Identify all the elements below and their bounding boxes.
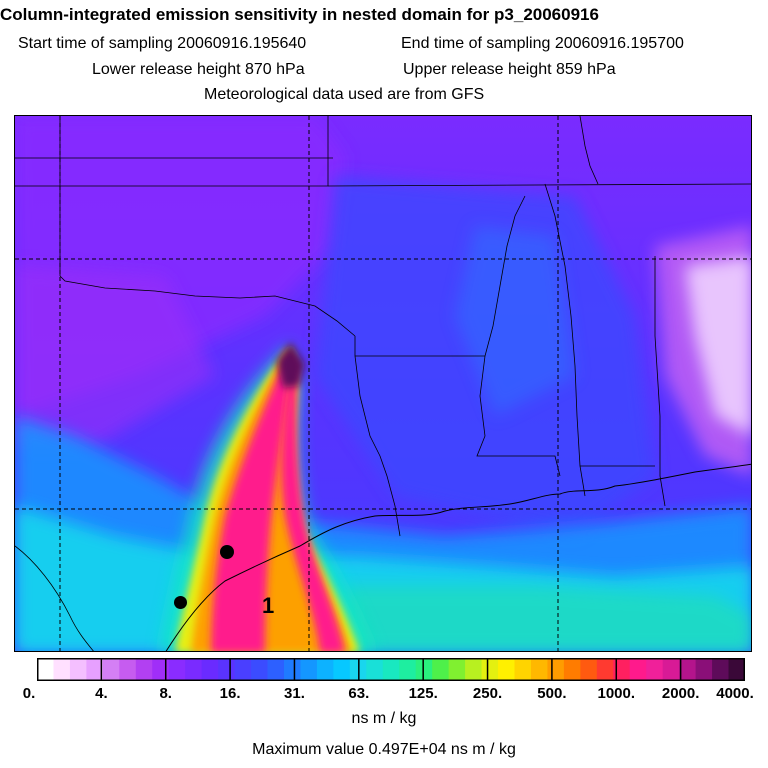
colorbar-segment bbox=[102, 658, 120, 681]
gulf-green-tint bbox=[345, 586, 751, 651]
end-time-label: End time of sampling 20060916.195700 bbox=[401, 35, 684, 52]
colorbar-segment bbox=[563, 658, 581, 681]
colorbar bbox=[37, 658, 745, 681]
colorbar-segment bbox=[432, 658, 450, 681]
colorbar-tick-label: 250. bbox=[472, 685, 503, 702]
colorbar-segment bbox=[234, 658, 252, 681]
colorbar-segment bbox=[514, 658, 532, 681]
plume-peak bbox=[277, 342, 305, 388]
colorbar-tick-label: 31. bbox=[284, 685, 305, 702]
colorbar-segment bbox=[316, 658, 334, 681]
colorbar-segment bbox=[728, 658, 745, 681]
colorbar-segment bbox=[382, 658, 400, 681]
colorbar-border bbox=[37, 658, 745, 681]
colorbar-segment bbox=[333, 658, 351, 681]
colorbar-tick-label: 4000. bbox=[716, 685, 754, 702]
site-marker-2 bbox=[174, 596, 187, 609]
sensitivity-map: 1 bbox=[14, 115, 752, 652]
colorbar-tick-label: 500. bbox=[537, 685, 567, 702]
colorbar-tick-label: 2000. bbox=[661, 685, 700, 702]
colorbar-segment bbox=[547, 658, 565, 681]
colorbar-segment bbox=[267, 658, 285, 681]
start-time-label: Start time of sampling 20060916.195640 bbox=[18, 35, 307, 52]
mexico-coastline bbox=[15, 545, 94, 651]
colorbar-segment bbox=[135, 658, 153, 681]
west-violet-region bbox=[15, 266, 215, 446]
map-svg bbox=[15, 116, 751, 651]
colorbar-segment bbox=[366, 658, 384, 681]
colorbar-segment bbox=[185, 658, 203, 681]
colorbar-units: ns m / kg bbox=[351, 710, 417, 727]
colorbar-segment bbox=[415, 658, 433, 681]
east-white-region bbox=[685, 256, 751, 435]
colorbar-segment bbox=[646, 658, 664, 681]
met-data-label: Meteorological data used are from GFS bbox=[204, 86, 485, 103]
colorbar-segment bbox=[580, 658, 598, 681]
upper-release-label: Upper release height 859 hPa bbox=[403, 61, 616, 78]
colorbar-segment bbox=[530, 658, 548, 681]
colorbar-segment bbox=[37, 658, 54, 681]
colorbar-segment bbox=[69, 658, 87, 681]
state-boundaries bbox=[15, 116, 751, 537]
colorbar-segment bbox=[300, 658, 318, 681]
colorbar-segment bbox=[629, 658, 647, 681]
colorbar-segment bbox=[152, 658, 170, 681]
colorbar-segment bbox=[119, 658, 137, 681]
colorbar-segment bbox=[448, 658, 466, 681]
plume-pink-left bbox=[211, 354, 293, 651]
colorbar-segment bbox=[712, 658, 730, 681]
colorbar-tick-label: 16. bbox=[219, 685, 241, 702]
colorbar-tick-label: 125. bbox=[408, 685, 438, 702]
gulf-coastline bbox=[165, 463, 751, 651]
colorbar-segment bbox=[168, 658, 186, 681]
colorbar-segment bbox=[283, 658, 301, 681]
colorbar-segment bbox=[613, 658, 631, 681]
plume-label: 1 bbox=[262, 593, 275, 618]
colorbar-segment bbox=[695, 658, 713, 681]
colorbar-segment bbox=[218, 658, 236, 681]
colorbar-tick-label: 63. bbox=[348, 685, 370, 702]
colorbar-segment bbox=[53, 658, 71, 681]
colorbar-segment bbox=[679, 658, 697, 681]
colorbar-segment bbox=[596, 658, 614, 681]
colorbar-segment bbox=[201, 658, 219, 681]
colorbar-tick-label: 8. bbox=[159, 685, 172, 702]
river-valley-blue bbox=[455, 226, 575, 416]
colorbar-segment bbox=[251, 658, 269, 681]
colorbar-tick-label: 0. bbox=[22, 685, 36, 702]
lat-lon-grid bbox=[15, 116, 751, 651]
colorbar-segment bbox=[662, 658, 680, 681]
colorbar-segment bbox=[481, 658, 499, 681]
colorbar-segment bbox=[86, 658, 104, 681]
lower-release-label: Lower release height 870 hPa bbox=[92, 61, 305, 78]
colorbar-segment bbox=[498, 658, 515, 681]
site-marker-1 bbox=[220, 545, 234, 559]
colorbar-tick-label: 4. bbox=[95, 685, 108, 702]
colorbar-tick-label: 1000. bbox=[597, 685, 636, 702]
figure-title: Column-integrated emission sensitivity i… bbox=[0, 5, 599, 24]
max-value-label: Maximum value 0.497E+04 ns m / kg bbox=[252, 741, 516, 758]
colorbar-segment bbox=[465, 658, 483, 681]
colorbar-segment bbox=[399, 658, 417, 681]
